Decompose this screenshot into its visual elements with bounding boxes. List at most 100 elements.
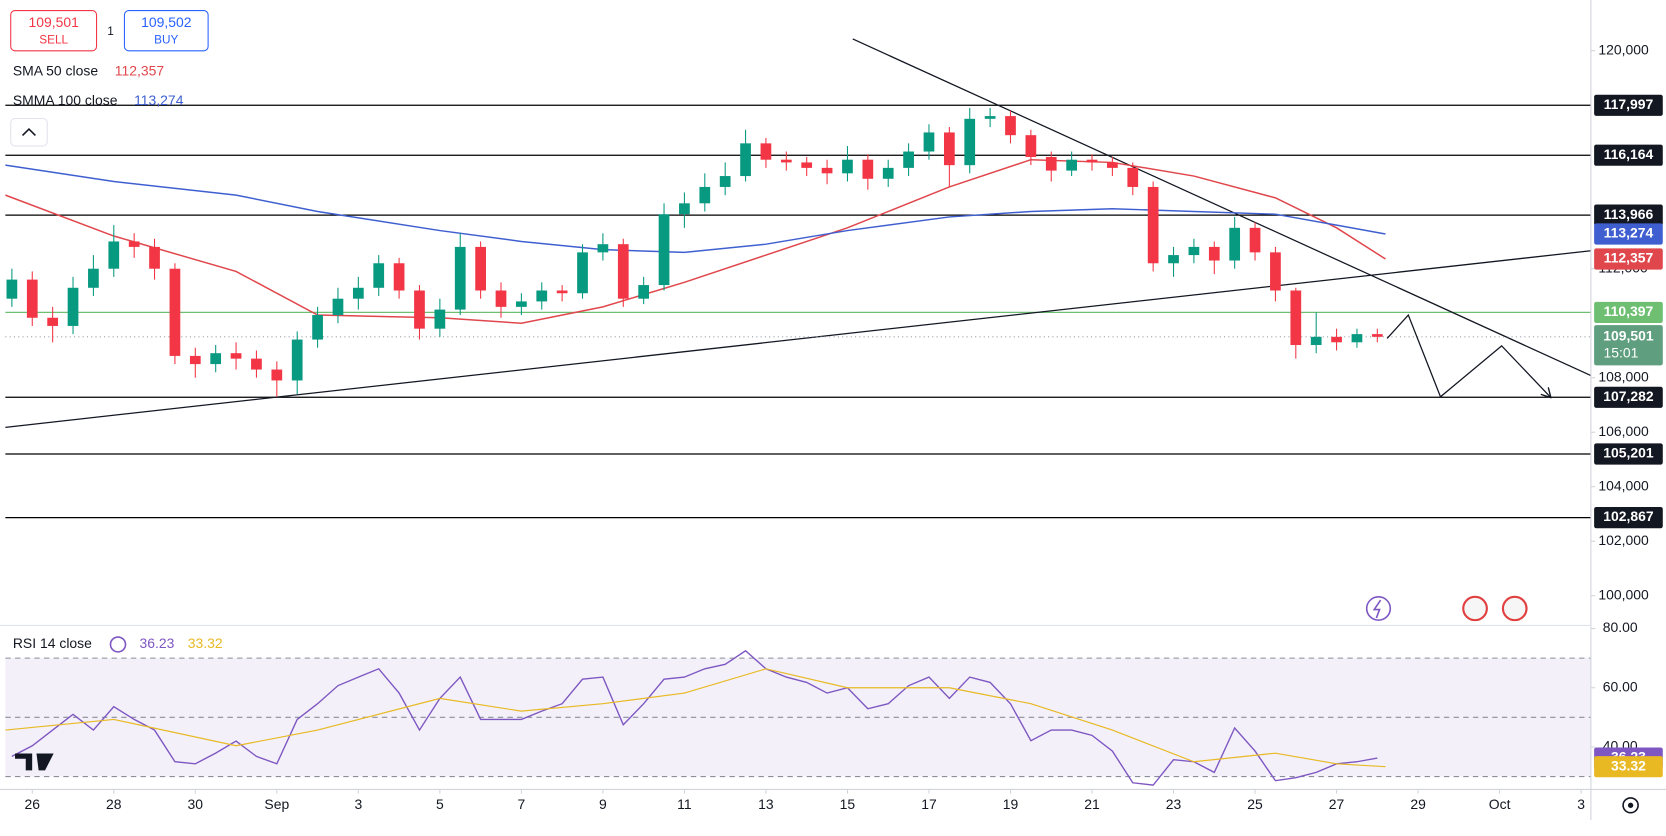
moving-average-line xyxy=(5,164,1386,254)
level-tag: 113,966 xyxy=(1604,206,1654,222)
collapse-button[interactable] xyxy=(10,117,48,147)
candle-body xyxy=(169,268,181,356)
candle-body xyxy=(903,151,914,168)
mid-layer xyxy=(5,158,1591,786)
x-tick-label: 17 xyxy=(921,796,937,812)
candle-body xyxy=(1249,227,1261,253)
spread: 1 xyxy=(107,25,114,38)
x-tick-label: 26 xyxy=(25,796,41,812)
candle-body xyxy=(1107,162,1118,168)
order-panel: 109,501 SELL 1 109,502 BUY xyxy=(10,10,209,52)
candle-body xyxy=(984,116,996,119)
y-tick-label: 60.00 xyxy=(1603,678,1638,694)
candle-body xyxy=(679,203,690,215)
candle-body xyxy=(740,143,751,177)
level-tag: 102,867 xyxy=(1603,508,1654,524)
indicator-legend: SMA 50 close 112,357 SMMA 100 close 113,… xyxy=(10,63,184,147)
x-tick-label: 9 xyxy=(599,796,607,812)
x-tick-label: 29 xyxy=(1410,796,1426,812)
candle-body xyxy=(719,176,731,187)
x-tick-label: 28 xyxy=(106,796,122,812)
x-tick-label: 11 xyxy=(677,796,692,812)
candle-body xyxy=(1005,116,1016,136)
ma-tag-bg xyxy=(1594,248,1663,270)
candle-body xyxy=(638,285,650,299)
x-tick-label: 23 xyxy=(1166,796,1182,812)
candle-body xyxy=(1351,334,1363,343)
candle-body xyxy=(189,355,201,365)
candle-body xyxy=(964,118,976,166)
refresh-icon[interactable] xyxy=(109,636,127,653)
x-tick-label: Oct xyxy=(1489,796,1511,812)
candle-body xyxy=(475,246,486,291)
buy-button[interactable] xyxy=(123,10,209,52)
trendline xyxy=(5,250,1591,428)
candle-body xyxy=(1208,246,1220,261)
candle-body xyxy=(271,369,283,381)
y-tick-label: 80.00 xyxy=(1603,619,1638,635)
settings-icon[interactable] xyxy=(1622,797,1639,814)
current-price-tag-bg xyxy=(1594,325,1663,366)
candle-body xyxy=(516,301,527,307)
x-tick-label: 21 xyxy=(1084,796,1100,812)
level-tag-bg xyxy=(1594,144,1663,166)
level-tag-bg xyxy=(1594,94,1663,116)
candle-body xyxy=(658,214,670,286)
candle-body xyxy=(1331,336,1342,343)
candle-body xyxy=(1025,135,1037,157)
events-icon[interactable] xyxy=(1365,596,1392,621)
logo xyxy=(15,753,54,771)
candle-body xyxy=(1310,336,1322,346)
candle-body xyxy=(373,263,385,288)
candle-body xyxy=(821,167,833,174)
settings-icon-center xyxy=(1627,802,1634,808)
candle-body xyxy=(312,315,323,340)
candle-body xyxy=(6,279,18,299)
ma-tag-bg xyxy=(1594,223,1663,245)
rsi-legend: RSI 14 close 36.23 33.32 xyxy=(13,635,223,653)
us-flag-icon[interactable] xyxy=(1462,595,1488,622)
candle-body xyxy=(230,353,242,359)
legend-value: 112,357 xyxy=(115,63,164,79)
tv-logo xyxy=(15,753,54,771)
x-tick-label: 5 xyxy=(436,796,444,812)
candle-body xyxy=(108,241,120,269)
legend-name: SMA 50 close xyxy=(13,63,99,79)
ma-tag: 113,274 xyxy=(1604,225,1654,241)
chevron-icon xyxy=(21,127,36,137)
moving-average-line xyxy=(5,158,1386,324)
candle-body xyxy=(454,246,466,310)
y-tick-label: 104,000 xyxy=(1598,477,1649,493)
candle-body xyxy=(780,159,792,163)
candle-body xyxy=(414,290,425,329)
us-flag-icon[interactable] xyxy=(1501,595,1528,622)
level-tag-bg xyxy=(1594,443,1663,465)
y-tick-label: 100,000 xyxy=(1598,586,1649,602)
candle-body xyxy=(149,246,160,269)
candle-body xyxy=(1045,156,1057,171)
candle-body xyxy=(67,287,79,326)
candle-body xyxy=(1371,334,1383,337)
x-tick-label: 3 xyxy=(354,796,362,812)
rsi-line xyxy=(11,649,1378,786)
x-tick-label: 25 xyxy=(1247,796,1263,812)
y-tick-label: 102,000 xyxy=(1598,532,1649,548)
candle-body xyxy=(1290,290,1302,346)
level-tag: 105,201 xyxy=(1603,445,1654,461)
x-tick-label: 3 xyxy=(1577,796,1585,812)
candle-body xyxy=(210,353,222,365)
buy-price: 109,502 xyxy=(141,14,191,30)
x-tick-label: 13 xyxy=(758,796,774,812)
candle-body xyxy=(332,298,344,316)
candle-body xyxy=(801,162,813,168)
axis-layer: 100,000102,000104,000106,000108,000112,0… xyxy=(25,41,1663,812)
candle-body xyxy=(882,167,894,179)
current-price-tag: 109,501 xyxy=(1603,328,1654,344)
rsi-legend-name: RSI 14 close xyxy=(13,635,92,651)
settings xyxy=(1622,797,1639,814)
candle-body xyxy=(760,143,772,160)
candle-body xyxy=(128,241,140,247)
y-tick-label: 106,000 xyxy=(1598,423,1649,439)
sell-button[interactable] xyxy=(10,10,98,52)
